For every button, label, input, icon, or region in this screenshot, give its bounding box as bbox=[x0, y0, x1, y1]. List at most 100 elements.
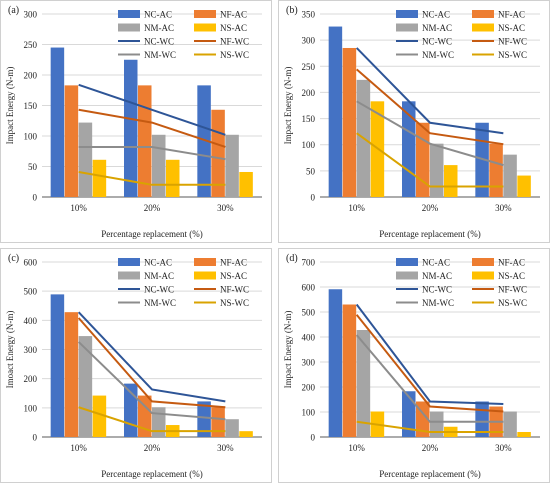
bar-nc-ac bbox=[402, 391, 416, 437]
legend-label: NF-AC bbox=[220, 10, 247, 20]
x-tick-label: 30% bbox=[217, 443, 234, 453]
y-tick-label: 500 bbox=[24, 287, 38, 297]
line-ns-wc bbox=[78, 406, 226, 433]
chart-panel: 0 100 200 300 400 500 600 Imoact Energy (N-m) Pe… bbox=[0, 248, 272, 483]
bar-nf-ac bbox=[489, 143, 503, 197]
legend-label: NC-AC bbox=[144, 258, 172, 268]
panel-label: (b) bbox=[286, 5, 298, 16]
legend-swatch bbox=[472, 10, 494, 18]
line-nc-wc bbox=[355, 303, 504, 405]
x-tick-label: 10% bbox=[348, 443, 365, 453]
y-tick-label: 250 bbox=[24, 40, 38, 50]
bar-ns-ac bbox=[92, 159, 107, 197]
legend-label: NC-WC bbox=[144, 285, 174, 295]
y-tick-label: 50 bbox=[28, 162, 38, 172]
legend-label: NS-AC bbox=[498, 23, 525, 33]
line-nc-wc bbox=[77, 311, 226, 403]
y-tick-label: 200 bbox=[302, 88, 316, 98]
y-tick-label: 250 bbox=[302, 62, 316, 72]
legend-swatch bbox=[194, 271, 216, 280]
legend-label: NS-AC bbox=[220, 23, 247, 33]
bar-ns-ac bbox=[444, 165, 458, 197]
line-nm-wc bbox=[356, 100, 504, 167]
bar-nm-ac bbox=[430, 143, 444, 197]
bar-ns-ac bbox=[92, 395, 107, 437]
bar-nc-ac bbox=[328, 26, 343, 198]
y-tick-label: 150 bbox=[24, 101, 38, 111]
bar-nf-ac bbox=[342, 304, 357, 437]
y-tick-label: 600 bbox=[302, 283, 316, 293]
panel-border bbox=[0, 0, 272, 243]
y-tick-label: 100 bbox=[24, 132, 38, 142]
legend-swatch bbox=[472, 258, 494, 266]
y-tick-label: 100 bbox=[302, 408, 316, 418]
bar-nc-ac bbox=[197, 401, 211, 437]
line-ns-wc bbox=[356, 132, 504, 188]
x-tick-label: 20% bbox=[144, 203, 161, 213]
bar-ns-ac bbox=[239, 431, 253, 437]
line-nm-wc bbox=[355, 334, 504, 423]
chart-panel: 0 100 200 300 400 500 600 700 Impact Energy (N-m… bbox=[278, 248, 550, 483]
y-tick-label: 0 bbox=[311, 193, 316, 203]
x-axis-label: Percentage replacement (%) bbox=[101, 229, 202, 239]
bar-ns-ac bbox=[166, 159, 180, 197]
bar-nf-ac bbox=[342, 47, 357, 197]
legend-label: NC-AC bbox=[144, 10, 172, 20]
panel-label: (d) bbox=[286, 253, 298, 264]
bar-nc-ac bbox=[50, 47, 65, 197]
y-tick-label: 700 bbox=[302, 258, 316, 268]
x-tick-label: 30% bbox=[495, 203, 512, 213]
x-axis-label: Percentage replacement (%) bbox=[379, 229, 480, 239]
legend-swatch bbox=[118, 271, 140, 280]
y-axis-label: Impact Energy (N-m) bbox=[283, 311, 293, 389]
x-axis-label: Percentage replacement (%) bbox=[379, 469, 480, 479]
bar-nm-ac bbox=[152, 407, 166, 437]
y-tick-label: 350 bbox=[302, 10, 316, 20]
x-tick-label: 10% bbox=[348, 203, 365, 213]
legend-label: NC-AC bbox=[422, 10, 450, 20]
legend-swatch bbox=[472, 271, 494, 280]
panel-label: (c) bbox=[8, 253, 19, 264]
y-tick-label: 400 bbox=[24, 316, 38, 326]
legend-label: NM-AC bbox=[422, 271, 452, 281]
y-axis-label: Impact Energy (N-m) bbox=[283, 67, 293, 145]
bar-nm-ac bbox=[78, 336, 93, 437]
y-tick-label: 300 bbox=[24, 345, 38, 355]
legend-label: NM-AC bbox=[422, 23, 452, 33]
legend-label: NF-WC bbox=[498, 285, 527, 295]
x-tick-label: 20% bbox=[144, 443, 161, 453]
legend-label: NS-WC bbox=[220, 50, 249, 60]
bar-ns-ac bbox=[239, 171, 253, 197]
legend-label: NF-AC bbox=[220, 258, 247, 268]
legend-swatch bbox=[194, 258, 216, 266]
legend-label: NM-WC bbox=[144, 298, 176, 308]
bar-nm-ac bbox=[503, 154, 517, 197]
legend-swatch bbox=[118, 23, 140, 32]
legend-label: NM-WC bbox=[422, 298, 454, 308]
x-tick-label: 10% bbox=[70, 443, 87, 453]
chart-panel: 0 50 100 150 200 250 300 350 Impact Energy (N-m)… bbox=[278, 0, 550, 243]
legend-label: NS-AC bbox=[220, 271, 247, 281]
y-tick-label: 300 bbox=[302, 36, 316, 46]
legend-label: NF-WC bbox=[220, 37, 249, 47]
bar-nm-ac bbox=[430, 411, 444, 437]
x-tick-label: 20% bbox=[422, 443, 439, 453]
legend-label: NS-AC bbox=[498, 271, 525, 281]
line-nc-wc bbox=[78, 83, 226, 136]
y-tick-label: 200 bbox=[24, 374, 38, 384]
legend-label: NC-AC bbox=[422, 258, 450, 268]
bar-nc-ac bbox=[197, 85, 211, 197]
legend-label: NM-AC bbox=[144, 271, 174, 281]
bar-nc-ac bbox=[50, 294, 65, 437]
bar-nm-ac bbox=[503, 411, 517, 437]
bar-nf-ac bbox=[138, 85, 152, 197]
legend-label: NF-AC bbox=[498, 258, 525, 268]
y-tick-label: 50 bbox=[306, 166, 316, 176]
legend-label: NF-WC bbox=[220, 285, 249, 295]
line-nf-wc bbox=[356, 68, 504, 146]
line-nm-wc bbox=[77, 341, 226, 421]
legend-label: NM-WC bbox=[422, 50, 454, 60]
legend-swatch bbox=[472, 23, 494, 32]
x-tick-label: 10% bbox=[70, 203, 87, 213]
